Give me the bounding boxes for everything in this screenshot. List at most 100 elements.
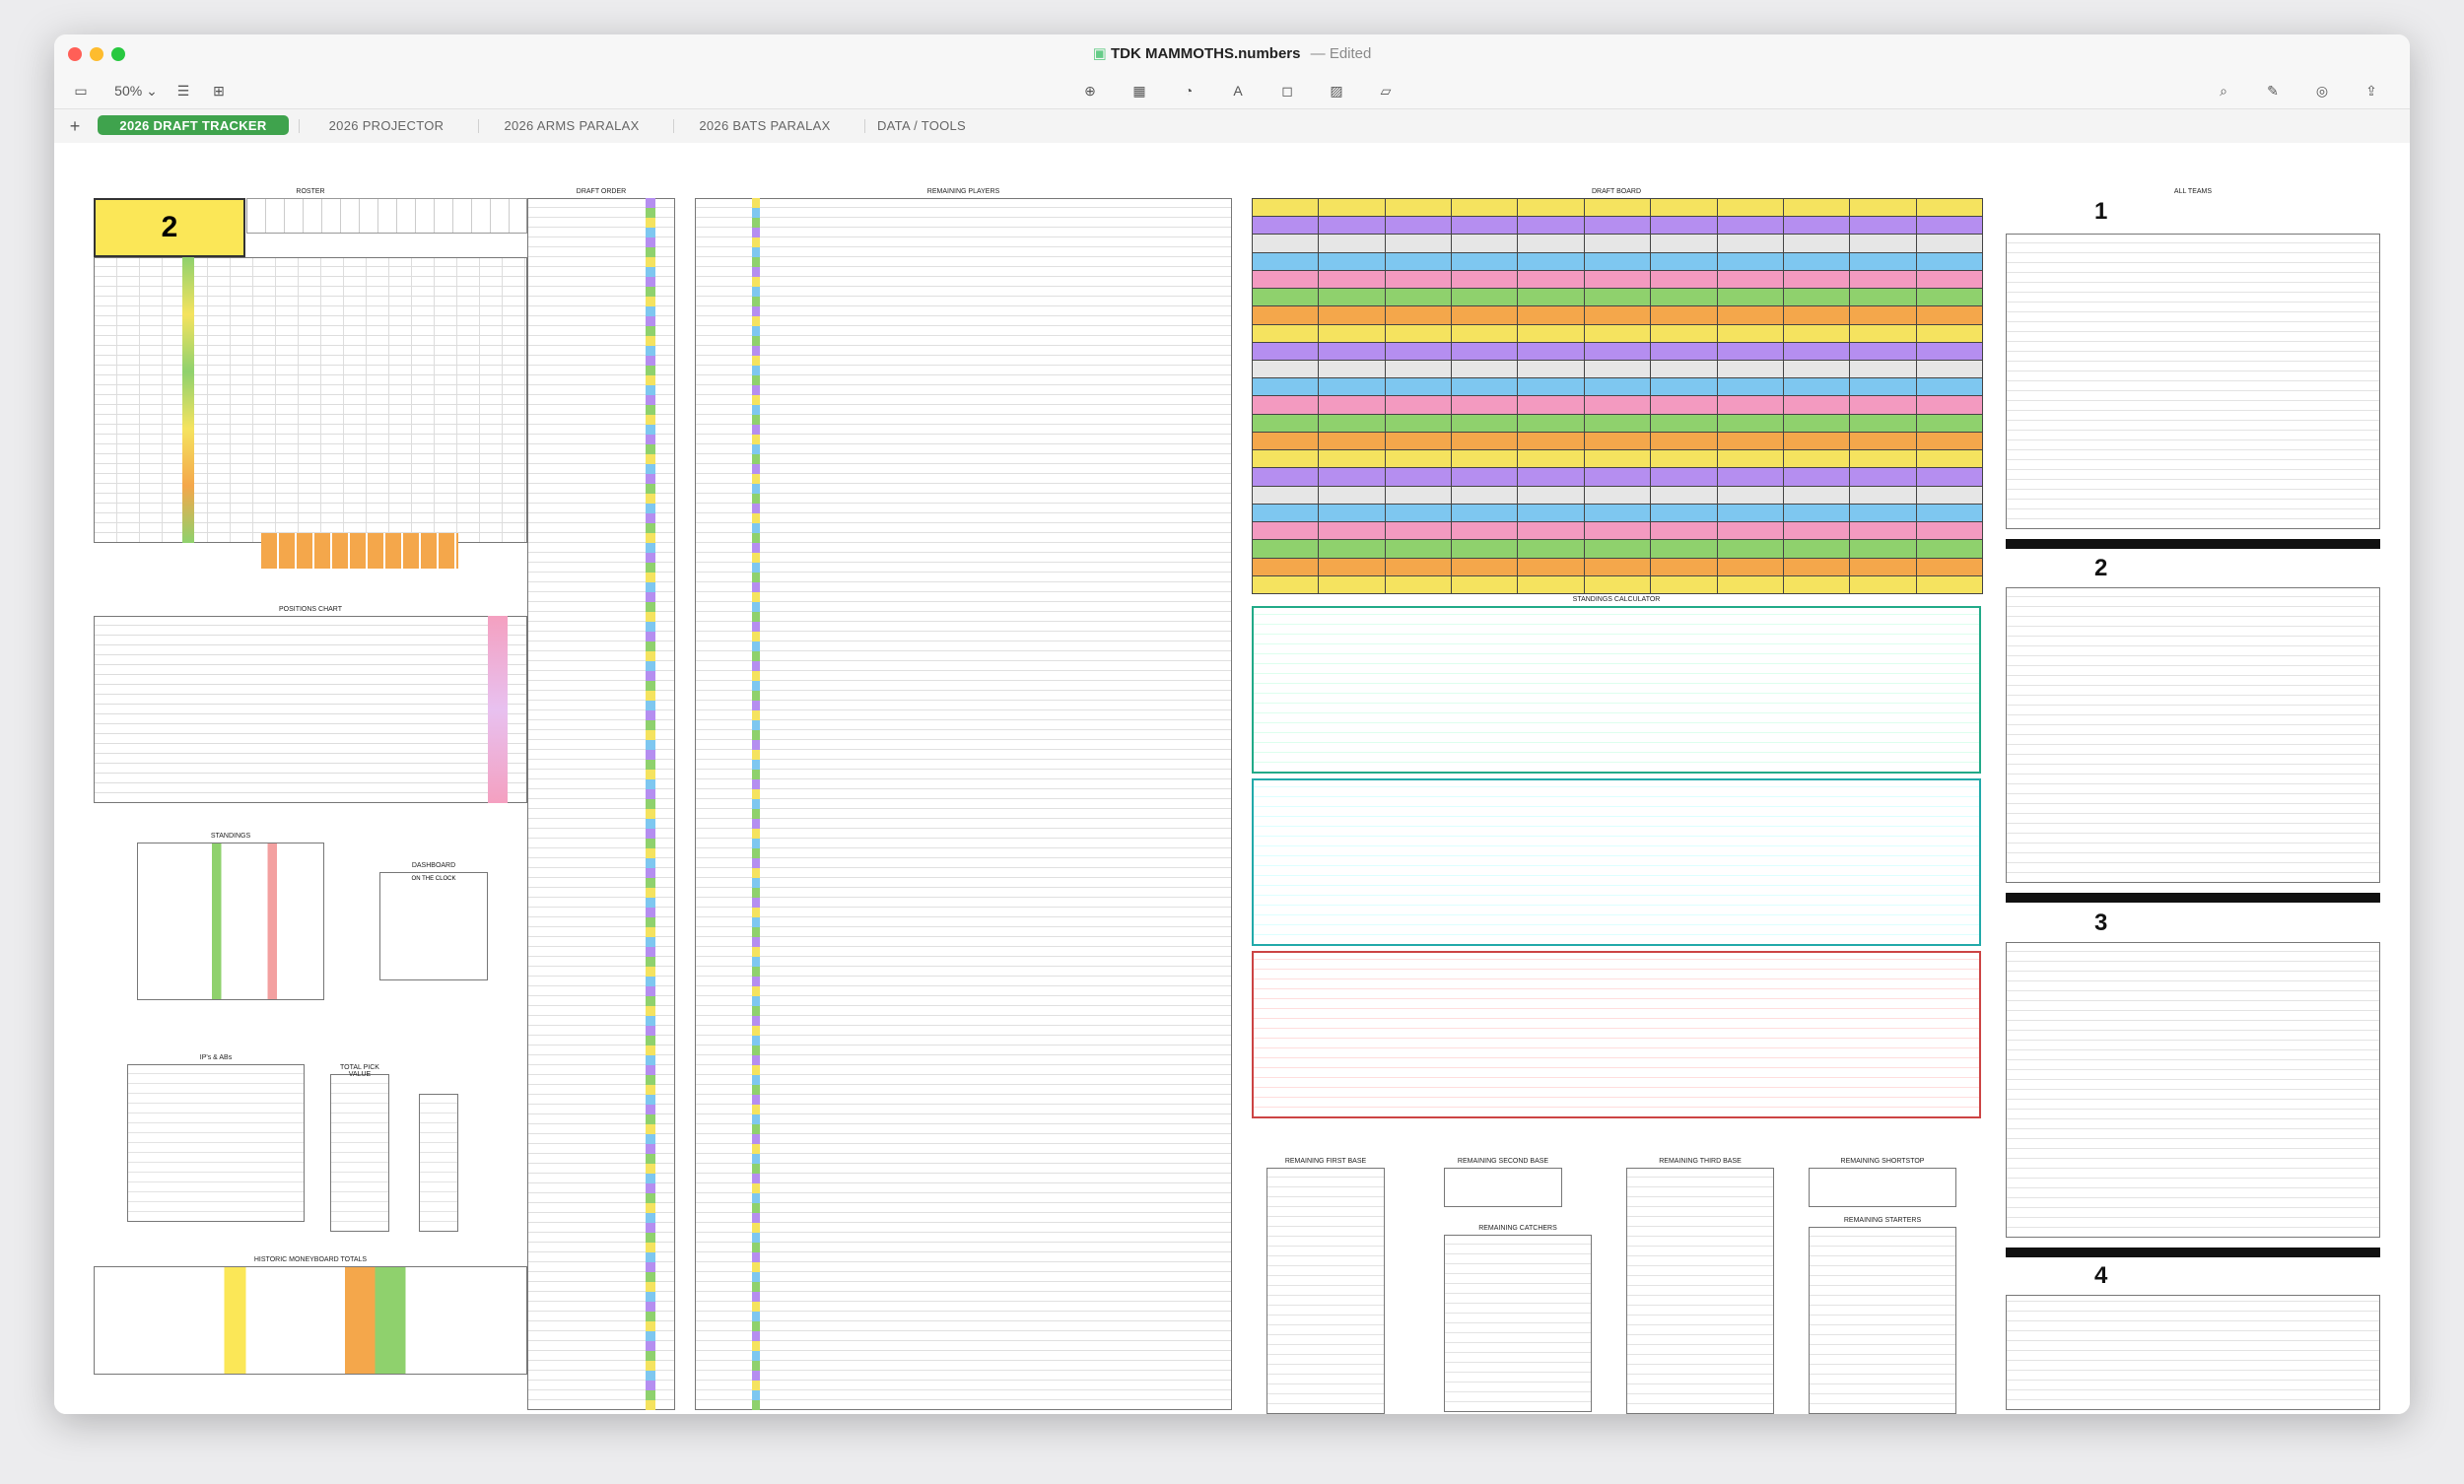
draft-board-cell[interactable] (1717, 342, 1783, 361)
draft-board-cell[interactable] (1916, 252, 1982, 270)
draft-board-cell[interactable] (1253, 361, 1319, 378)
dashboard-table[interactable]: DASHBOARD ON THE CLOCK (379, 862, 488, 980)
draft-board-cell[interactable] (1518, 252, 1584, 270)
draft-board-cell[interactable] (1385, 199, 1452, 217)
draft-board-cell[interactable] (1850, 217, 1916, 235)
draft-board-cell[interactable] (1385, 235, 1452, 252)
draft-board-cell[interactable] (1651, 361, 1717, 378)
draft-board-cell[interactable] (1452, 289, 1518, 306)
draft-board-cell[interactable] (1253, 522, 1319, 540)
team-3-grid[interactable] (2006, 942, 2380, 1238)
draft-board-cell[interactable] (1651, 468, 1717, 486)
historic-moneyboard-grid[interactable] (94, 1266, 527, 1375)
draft-board-cell[interactable] (1452, 217, 1518, 235)
draft-board-cell[interactable] (1319, 575, 1385, 593)
remaining-third-base-table[interactable]: REMAINING THIRD BASE (1626, 1158, 1774, 1414)
comment-icon[interactable]: ▱ (1380, 82, 1392, 99)
draft-board-cell[interactable] (1452, 558, 1518, 575)
historic-moneyboard-table[interactable]: HISTORIC MONEYBOARD TOTALS (94, 1256, 527, 1375)
team-2-grid[interactable] (2006, 587, 2380, 883)
draft-board-cell[interactable] (1584, 575, 1651, 593)
draft-board-cell[interactable] (1850, 432, 1916, 450)
draft-board-cell[interactable] (1319, 522, 1385, 540)
draft-board-cell[interactable] (1916, 324, 1982, 342)
draft-board-cell[interactable] (1783, 486, 1850, 504)
draft-board-cell[interactable] (1916, 342, 1982, 361)
draft-board-cell[interactable] (1651, 575, 1717, 593)
draft-board-cell[interactable] (1783, 361, 1850, 378)
positions-chart-grid[interactable] (94, 616, 527, 803)
draft-board-cell[interactable] (1783, 540, 1850, 558)
draft-board-cell[interactable] (1850, 414, 1916, 432)
draft-board-cell[interactable] (1916, 306, 1982, 324)
draft-board-cell[interactable] (1651, 432, 1717, 450)
draft-board-cell[interactable] (1319, 289, 1385, 306)
remaining-starters-table[interactable]: REMAINING STARTERS (1809, 1217, 1956, 1414)
draft-board-cell[interactable] (1584, 252, 1651, 270)
draft-board-cell[interactable] (1717, 504, 1783, 522)
draft-board-cell[interactable] (1584, 504, 1651, 522)
draft-board-cell[interactable] (1584, 432, 1651, 450)
draft-board-cell[interactable] (1850, 486, 1916, 504)
format-brush-icon[interactable]: ✎ (2267, 82, 2279, 99)
draft-board-cell[interactable] (1385, 324, 1452, 342)
draft-board-cell[interactable] (1717, 235, 1783, 252)
ip-abs-grid[interactable] (127, 1064, 305, 1222)
remaining-shortstop-grid[interactable] (1809, 1168, 1956, 1207)
draft-board-cell[interactable] (1518, 199, 1584, 217)
draft-board-cell[interactable] (1916, 504, 1982, 522)
draft-board-cell[interactable] (1850, 361, 1916, 378)
draft-board-cell[interactable] (1783, 199, 1850, 217)
draft-board-cell[interactable] (1717, 217, 1783, 235)
minimize-button[interactable] (90, 47, 103, 61)
tab-bats-paralax[interactable]: 2026 BATS PARALAX (699, 117, 831, 133)
draft-board-cell[interactable] (1518, 361, 1584, 378)
ip-abs-table[interactable]: IP's & ABs (127, 1054, 305, 1222)
sheet-canvas[interactable]: ROSTER 2 POSITIONS CHART STANDINGS DASHB… (54, 143, 2410, 1414)
draft-board-cell[interactable] (1319, 217, 1385, 235)
draft-board-cell[interactable] (1783, 522, 1850, 540)
draft-board-cell[interactable] (1916, 486, 1982, 504)
draft-board-cell[interactable] (1783, 217, 1850, 235)
tab-data-tools[interactable]: DATA / TOOLS (876, 117, 967, 133)
roster-table[interactable]: ROSTER 2 (94, 188, 527, 573)
draft-board-cell[interactable] (1850, 252, 1916, 270)
draft-board-cell[interactable] (1452, 361, 1518, 378)
draft-board-cell[interactable] (1253, 504, 1319, 522)
draft-board-cell[interactable] (1385, 289, 1452, 306)
draft-board-cell[interactable] (1651, 558, 1717, 575)
draft-board-cell[interactable] (1584, 270, 1651, 289)
draft-board-cell[interactable] (1916, 450, 1982, 468)
draft-board-cell[interactable] (1717, 396, 1783, 414)
remaining-first-base-table[interactable]: REMAINING FIRST BASE (1266, 1158, 1385, 1414)
draft-board-cell[interactable] (1916, 217, 1982, 235)
draft-board-cell[interactable] (1717, 486, 1783, 504)
draft-board-cell[interactable] (1452, 235, 1518, 252)
draft-board-cell[interactable] (1850, 342, 1916, 361)
draft-board-cell[interactable] (1584, 450, 1651, 468)
draft-board-cell[interactable] (1253, 558, 1319, 575)
draft-board-cell[interactable] (1253, 324, 1319, 342)
draft-board-cell[interactable] (1783, 504, 1850, 522)
standings-grid[interactable] (137, 843, 324, 1000)
draft-board-cell[interactable] (1385, 432, 1452, 450)
draft-board-cell[interactable] (1452, 450, 1518, 468)
standings-calculator-table[interactable]: STANDINGS CALCULATOR (1252, 596, 1981, 1118)
draft-board-cell[interactable] (1783, 558, 1850, 575)
total-pick-value-grid[interactable] (330, 1074, 389, 1232)
draft-board-cell[interactable] (1916, 414, 1982, 432)
draft-board-cell[interactable] (1717, 199, 1783, 217)
draft-board-cell[interactable] (1452, 540, 1518, 558)
draft-board-cell[interactable] (1850, 378, 1916, 396)
draft-board-cell[interactable] (1783, 396, 1850, 414)
remaining-second-base-grid[interactable] (1444, 1168, 1562, 1207)
draft-board-cell[interactable] (1850, 468, 1916, 486)
roster-grid[interactable] (94, 257, 527, 543)
draft-board-cell[interactable] (1651, 378, 1717, 396)
draft-board-cell[interactable] (1651, 306, 1717, 324)
draft-board-cell[interactable] (1850, 575, 1916, 593)
draft-board-cell[interactable] (1319, 199, 1385, 217)
draft-board-cell[interactable] (1253, 575, 1319, 593)
draft-board-cell[interactable] (1717, 324, 1783, 342)
draft-board-cell[interactable] (1253, 235, 1319, 252)
